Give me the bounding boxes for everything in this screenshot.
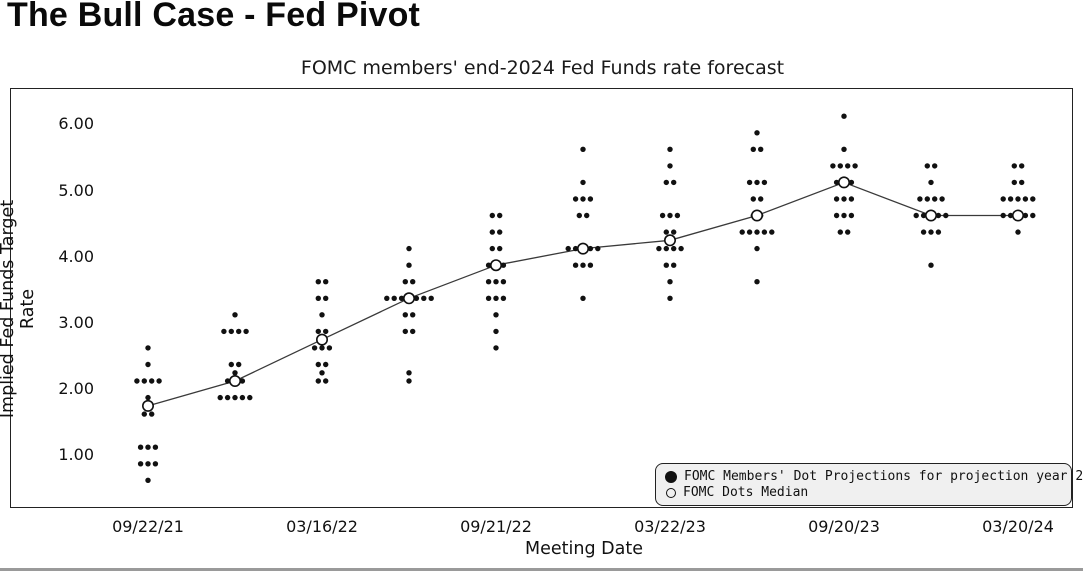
legend-label: FOMC Members' Dot Projections for projec… (684, 469, 1083, 484)
x-tick-label: 03/22/23 (634, 517, 706, 536)
legend-row-dots: FOMC Members' Dot Projections for projec… (665, 469, 1083, 484)
legend-label: FOMC Dots Median (683, 485, 809, 500)
open-circle-icon (666, 487, 676, 498)
bottom-rule (0, 568, 1083, 571)
x-tick-label: 03/20/24 (982, 517, 1054, 536)
y-tick-label: 3.00 (58, 313, 94, 332)
legend: FOMC Members' Dot Projections for projec… (655, 463, 1083, 506)
x-axis-title: Meeting Date (525, 539, 643, 559)
plot-panel (10, 88, 1073, 508)
x-tick-label: 09/21/22 (460, 517, 532, 536)
y-tick-label: 4.00 (58, 247, 94, 266)
legend-row-median: FOMC Dots Median (665, 485, 1062, 500)
x-tick-label: 09/22/21 (112, 517, 184, 536)
y-tick-label: 5.00 (58, 181, 94, 200)
chart-title: FOMC members' end-2024 Fed Funds rate fo… (300, 57, 785, 79)
x-tick-label: 03/16/22 (286, 517, 358, 536)
page-title: The Bull Case - Fed Pivot (7, 0, 421, 34)
filled-dot-icon (665, 470, 677, 483)
y-tick-label: 2.00 (58, 379, 94, 398)
x-tick-label: 09/20/23 (808, 517, 880, 536)
y-tick-label: 6.00 (58, 114, 94, 133)
y-tick-label: 1.00 (58, 445, 94, 464)
